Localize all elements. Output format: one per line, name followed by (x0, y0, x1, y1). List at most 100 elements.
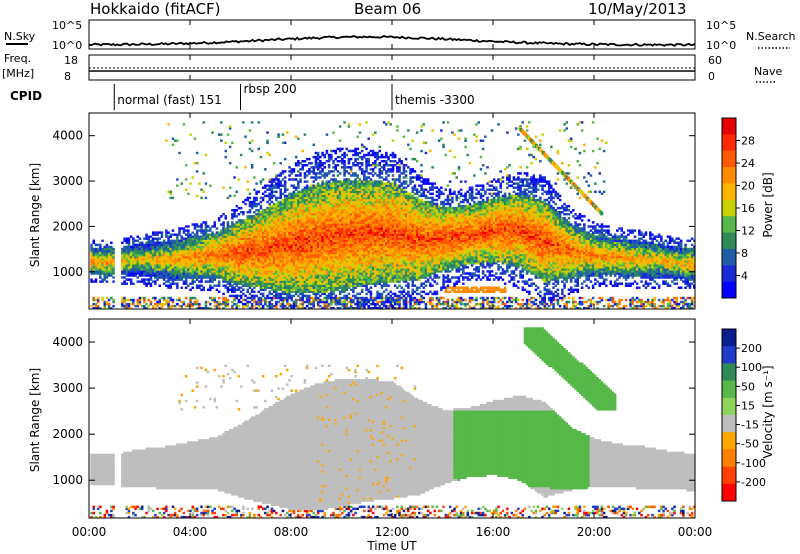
power-cell (185, 268, 188, 270)
freq-left-tick-top: 18 (64, 54, 78, 67)
power-cell (280, 254, 283, 256)
power-cell (240, 234, 243, 236)
power-cell (203, 287, 206, 289)
power-cell (354, 199, 357, 201)
power-cell (183, 268, 186, 270)
power-cell (295, 244, 298, 246)
power-cell (348, 254, 351, 256)
power-cell (304, 223, 307, 225)
power-cell (174, 264, 177, 266)
power-cell (231, 254, 234, 256)
power-cell (264, 278, 267, 280)
power-cell (262, 254, 265, 256)
power-cell (93, 240, 96, 242)
power-cell (310, 303, 313, 305)
power-cell (132, 299, 135, 301)
power-cell (328, 195, 331, 197)
power-cell (262, 219, 265, 221)
power-cell (189, 133, 192, 135)
power-cell (139, 268, 142, 270)
power-cell (255, 209, 257, 211)
power-cell (293, 199, 296, 201)
power-cell (244, 223, 247, 225)
power-cell (324, 174, 327, 176)
power-cell (172, 272, 175, 274)
power-cell (139, 303, 142, 305)
power-cell (244, 283, 247, 285)
power-cell (321, 180, 324, 182)
power-cell (266, 254, 269, 256)
power-cell (240, 207, 243, 209)
power-cell (181, 301, 184, 303)
power-cell (271, 195, 274, 197)
power-cell (145, 258, 148, 260)
power-cell (218, 291, 221, 293)
power-cell (266, 207, 269, 209)
power-cell (251, 303, 254, 305)
power-cell (264, 258, 267, 260)
power-cell (172, 264, 175, 266)
power-cell (339, 291, 342, 293)
power-cell (260, 264, 263, 266)
power-cell (306, 199, 309, 201)
power-cell (266, 295, 269, 297)
power-cell (165, 244, 168, 246)
power-cell (242, 234, 245, 236)
power-cell (277, 283, 280, 285)
power-cell (297, 268, 300, 270)
power-cell (337, 264, 340, 266)
power-cell (324, 223, 327, 225)
power-cell (209, 254, 212, 256)
power-cell (277, 254, 280, 256)
power-cell (161, 297, 164, 299)
power-cell (176, 299, 179, 301)
power-cell (181, 248, 184, 250)
power-cell (249, 223, 252, 225)
power-cell (183, 272, 186, 274)
power-cell (227, 264, 230, 266)
power-cell (262, 199, 265, 201)
power-cell (293, 289, 296, 291)
power-cell (216, 240, 219, 242)
power-cell (269, 185, 272, 187)
power-cell (181, 272, 184, 274)
power-cell (275, 278, 278, 280)
power-cell (167, 268, 170, 270)
power-cell (216, 227, 219, 229)
power-cell (266, 297, 269, 299)
power-cell (354, 240, 357, 242)
power-cell (167, 285, 170, 287)
power-cell (352, 180, 355, 182)
power-cell (286, 293, 289, 295)
power-cell (341, 303, 344, 305)
power-cell (104, 254, 107, 256)
power-cell (306, 264, 309, 266)
power-cell (269, 209, 272, 211)
power-cell (137, 280, 140, 282)
power-cell (280, 283, 283, 285)
power-cell (343, 191, 346, 193)
power-cell (247, 289, 250, 291)
power-cell (332, 254, 335, 256)
power-cell (304, 258, 307, 260)
power-cell (319, 248, 322, 250)
power-cell (352, 268, 355, 270)
power-cell (203, 268, 206, 270)
power-cell (214, 221, 217, 223)
power-cell (196, 272, 199, 274)
power-cell (299, 229, 302, 231)
power-cell (271, 297, 274, 299)
power-cell (198, 258, 201, 260)
power-cell (324, 229, 327, 231)
power-cell (192, 254, 195, 256)
power-cell (137, 244, 140, 246)
power-cell (282, 244, 285, 246)
power-cell (354, 234, 357, 236)
power-cell (225, 268, 228, 270)
power-cell (282, 293, 285, 295)
power-cell (161, 242, 164, 244)
power-cell (167, 254, 170, 256)
power-cell (284, 191, 287, 193)
power-cell (284, 297, 287, 299)
power-cell (291, 234, 294, 236)
